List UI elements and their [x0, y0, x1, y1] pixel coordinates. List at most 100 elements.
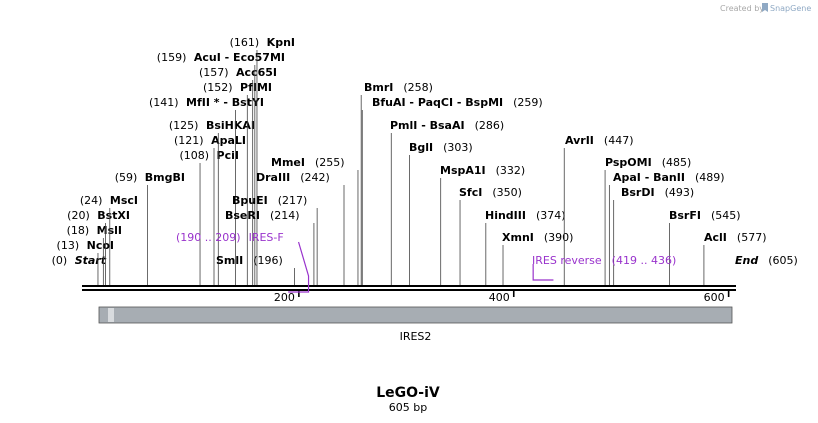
site-pspomi[interactable]: PspOMI (485): [604, 156, 691, 285]
site-bpuei[interactable]: BpuEI (217): [232, 194, 318, 285]
site-label[interactable]: (159) AcuI - Eco57MI: [157, 51, 285, 64]
site-pfimi[interactable]: (152) PfIMI: [203, 81, 272, 285]
site-bmgbi[interactable]: (59) BmgBI: [115, 171, 185, 285]
site-label[interactable]: PspOMI (485): [605, 156, 691, 169]
site-name: AcuI - Eco57MI: [194, 51, 285, 64]
site-bsrdi[interactable]: BsrDI (493): [613, 186, 695, 285]
site-label[interactable]: (157) Acc65I: [199, 66, 277, 79]
site-position: (259): [513, 96, 543, 109]
site-sfci[interactable]: SfcI (350): [459, 186, 522, 285]
primer-arrow: [288, 241, 310, 293]
backbone-top-strand: [82, 285, 736, 287]
site-mmei[interactable]: MmeI (255): [271, 156, 359, 285]
site-label[interactable]: PmlI - BsaAI (286): [390, 119, 504, 132]
site-ncoi[interactable]: (13) NcoI: [57, 239, 114, 285]
site-pcii[interactable]: (108) PciI: [179, 149, 239, 285]
primer-label[interactable]: (190 .. 209) IRES-F: [176, 231, 284, 244]
feature-ires2[interactable]: IRES2: [98, 306, 733, 343]
site-label[interactable]: (59) BmgBI: [115, 171, 185, 184]
site-label[interactable]: (121) ApaLI: [174, 134, 246, 147]
site-label[interactable]: End (605): [735, 254, 798, 267]
site-label[interactable]: HindIII (374): [485, 209, 566, 222]
site-xmni[interactable]: XmnI (390): [502, 231, 573, 285]
site-label[interactable]: (125) BsiHKAI: [169, 119, 255, 132]
site-bmri[interactable]: BmrI (258): [360, 81, 433, 285]
site-label[interactable]: BmrI (258): [364, 81, 433, 94]
site-name: BsrFI: [669, 209, 701, 222]
site-label[interactable]: AvrII (447): [565, 134, 634, 147]
site-draiii[interactable]: DraIII (242): [256, 171, 345, 285]
site-bstxi[interactable]: (20) BstXI: [67, 209, 130, 285]
site-label[interactable]: (0) Start: [52, 254, 107, 267]
site-position: (121): [174, 134, 207, 147]
site-label[interactable]: AclI (577): [704, 231, 767, 244]
site-avrii[interactable]: AvrII (447): [563, 134, 634, 285]
feature-label: IRES2: [400, 330, 432, 343]
site-name: AvrII: [565, 134, 594, 147]
site-start[interactable]: (0) Start: [52, 254, 107, 267]
site-label[interactable]: BsrDI (493): [621, 186, 694, 199]
site-pmli-bsaai[interactable]: PmlI - BsaAI (286): [390, 119, 504, 285]
site-acc65i[interactable]: (157) Acc65I: [199, 66, 277, 285]
site-label[interactable]: (141) MfII * - BstYI: [149, 96, 264, 109]
site-label[interactable]: BsrFI (545): [669, 209, 741, 222]
primer-name: IRES reverse: [532, 254, 602, 267]
site-bfuai-paqci-bspmi[interactable]: BfuAI - PaqCI - BspMI (259): [361, 96, 543, 285]
site-label[interactable]: (152) PfIMI: [203, 81, 272, 94]
ruler-tick-400: 400: [489, 291, 515, 304]
site-label[interactable]: (20) BstXI: [67, 209, 130, 222]
site-name: BstXI: [97, 209, 130, 222]
site-position: (350): [492, 186, 522, 199]
site-mfii-bstyi[interactable]: (141) MfII * - BstYI: [149, 96, 264, 285]
site-label[interactable]: BpuEI (217): [232, 194, 307, 207]
site-label[interactable]: SfcI (350): [459, 186, 522, 199]
site-smli[interactable]: SmlI (196): [216, 254, 295, 285]
site-label[interactable]: XmnI (390): [502, 231, 573, 244]
site-label[interactable]: (18) MslI: [67, 224, 122, 237]
site-label[interactable]: SmlI (196): [216, 254, 283, 267]
site-label[interactable]: MspA1I (332): [440, 164, 525, 177]
primer-ires-f[interactable]: (190 .. 209) IRES-F: [176, 231, 310, 293]
site-position: (152): [203, 81, 236, 94]
site-apai-banii[interactable]: ApaI - BanII (489): [608, 171, 725, 285]
site-acli[interactable]: AclI (577): [703, 231, 767, 285]
site-msci[interactable]: (24) MscI: [80, 194, 138, 285]
site-position: (0): [52, 254, 71, 267]
feature-bar[interactable]: [98, 306, 733, 324]
site-label[interactable]: BglI (303): [409, 141, 473, 154]
site-name: AclI: [704, 231, 727, 244]
site-label[interactable]: ApaI - BanII (489): [613, 171, 725, 184]
site-name: BpuEI: [232, 194, 268, 207]
site-position: (493): [665, 186, 695, 199]
primer-ires-reverse[interactable]: IRES reverse (419 .. 436): [532, 254, 676, 281]
site-label[interactable]: (161) KpnI: [230, 36, 295, 49]
site-end[interactable]: End (605): [735, 254, 798, 267]
site-apali[interactable]: (121) ApaLI: [174, 134, 246, 285]
site-name: DraIII: [256, 171, 290, 184]
site-bgli[interactable]: BglI (303): [409, 141, 473, 285]
site-bsihkai[interactable]: (125) BsiHKAI: [169, 119, 255, 285]
site-label[interactable]: (24) MscI: [80, 194, 138, 207]
site-name: ApaLI: [211, 134, 246, 147]
snapgene-logo-icon: [762, 3, 768, 12]
site-label[interactable]: (13) NcoI: [57, 239, 114, 252]
primer-name: IRES-F: [249, 231, 284, 244]
primer-label[interactable]: IRES reverse (419 .. 436): [532, 254, 676, 267]
site-bseri[interactable]: BseRI (214): [225, 209, 315, 285]
site-label[interactable]: MmeI (255): [271, 156, 345, 169]
site-kpni[interactable]: (161) KpnI: [230, 36, 295, 285]
site-msli[interactable]: (18) MslI: [67, 224, 122, 285]
site-mspa1i[interactable]: MspA1I (332): [440, 164, 525, 285]
site-label[interactable]: BseRI (214): [225, 209, 300, 222]
site-position: (125): [169, 119, 202, 132]
site-bsrfi[interactable]: BsrFI (545): [669, 209, 741, 285]
site-name: BmgBI: [145, 171, 185, 184]
sequence-backbone: [82, 285, 736, 291]
site-position: (18): [67, 224, 93, 237]
site-label[interactable]: BfuAI - PaqCI - BspMI (259): [372, 96, 543, 109]
site-hindiii[interactable]: HindIII (374): [485, 209, 566, 285]
site-position: (577): [737, 231, 767, 244]
site-label[interactable]: DraIII (242): [256, 171, 330, 184]
site-label[interactable]: (108) PciI: [179, 149, 239, 162]
site-acui-eco57mi[interactable]: (159) AcuI - Eco57MI: [157, 51, 285, 285]
